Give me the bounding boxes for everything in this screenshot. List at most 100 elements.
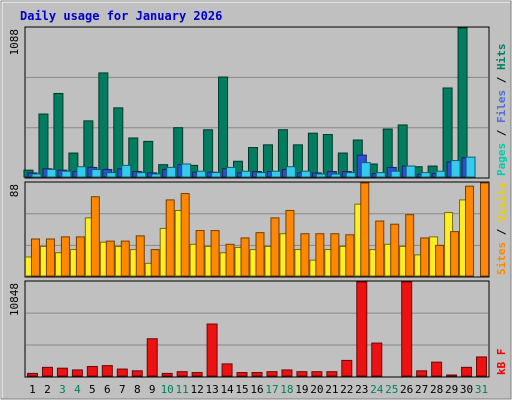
bar-visits-sites-day-21 — [330, 233, 340, 277]
bar-kb-kb-f-day-18 — [281, 369, 293, 377]
x-tick-label-day-29: 29 — [445, 383, 458, 396]
bar-kb-kb-f-day-21 — [326, 371, 338, 377]
bar-hits-hits-day-9 — [143, 140, 154, 178]
x-tick-label-day-25: 25 — [385, 383, 398, 396]
bar-kb-kb-f-day-15 — [236, 372, 248, 377]
x-axis-labels: 1 2 3 4 5 6 7 8 9 10 11 12 13 14 15 16 17 18 19 20 21 22 23 24 2… — [29, 383, 488, 396]
bar-hits-pages-day-11 — [181, 163, 192, 178]
bar-kb-kb-f-day-17 — [266, 371, 278, 377]
bar-visits-sites-day-27 — [420, 237, 430, 277]
bar-kb-kb-f-day-26 — [401, 281, 413, 377]
bar-visits-sites-day-20 — [315, 233, 325, 277]
x-tick-label-day-23: 23 — [355, 383, 368, 396]
x-tick-label-day-28: 28 — [430, 383, 443, 396]
x-tick-label-day-8: 8 — [134, 383, 141, 396]
bar-hits-pages-day-22 — [345, 172, 356, 178]
panel-kb: 10848 kB F — [8, 280, 508, 378]
x-tick-label-day-14: 14 — [220, 383, 234, 396]
panel-visits: 88 Sites / Visits — [8, 181, 508, 278]
x-tick-label-day-4: 4 — [74, 383, 81, 396]
bar-kb-kb-f-day-2 — [41, 366, 53, 377]
bar-hits-pages-day-12 — [196, 170, 207, 178]
panel-hits-ymax-label: 1088 — [8, 29, 21, 56]
bar-hits-pages-day-6 — [106, 172, 117, 178]
bar-kb-kb-f-day-31 — [476, 356, 488, 377]
bar-hits-pages-day-9 — [151, 173, 162, 178]
bar-visits-sites-day-1 — [30, 238, 40, 277]
bar-hits-pages-day-20 — [315, 173, 326, 178]
x-tick-label-day-5: 5 — [89, 383, 96, 396]
bar-hits-pages-day-18 — [285, 166, 296, 178]
bar-kb-kb-f-day-19 — [296, 371, 308, 377]
bar-kb-kb-f-day-29 — [446, 374, 458, 377]
bar-visits-sites-day-11 — [180, 193, 190, 277]
bar-kb-kb-f-day-13 — [206, 323, 218, 377]
bar-kb-kb-f-day-30 — [461, 366, 473, 377]
x-tick-label-day-16: 16 — [250, 383, 263, 396]
legend-separator: / — [495, 123, 508, 143]
panel-kb-ymax-label: 10848 — [8, 283, 21, 316]
legend-visits: Visits — [495, 182, 508, 222]
bar-hits-pages-day-16 — [256, 172, 266, 178]
legend-separator: / — [495, 222, 508, 242]
x-tick-label-day-22: 22 — [340, 383, 353, 396]
bar-visits-sites-day-26 — [405, 214, 415, 277]
bar-visits-sites-day-9 — [150, 249, 160, 277]
bar-hits-pages-day-15 — [241, 170, 252, 178]
bar-hits-hits-day-6 — [98, 72, 109, 178]
bar-visits-sites-day-10 — [165, 199, 175, 277]
bar-kb-kb-f-day-27 — [416, 370, 428, 377]
x-tick-label-day-7: 7 — [119, 383, 126, 396]
legend-separator: / — [495, 70, 508, 90]
bar-visits-sites-day-31 — [480, 182, 490, 277]
bar-hits-hits-day-2 — [38, 113, 49, 178]
bar-visits-sites-day-29 — [450, 231, 460, 277]
x-tick-label-day-20: 20 — [310, 383, 323, 396]
bar-hits-pages-day-24 — [375, 172, 386, 178]
legend-pages: Pages — [495, 143, 508, 176]
bar-kb-kb-f-day-20 — [311, 371, 323, 377]
bar-hits-pages-day-23 — [360, 162, 371, 178]
bar-kb-kb-f-day-7 — [116, 368, 128, 377]
bar-kb-kb-f-day-16 — [251, 372, 263, 377]
bar-hits-pages-day-8 — [136, 172, 147, 178]
bar-kb-kb-f-day-6 — [101, 365, 113, 377]
chart-panels: 1088 Pages / Files / Hits 88 Sites / Visits… — [8, 26, 508, 378]
bar-hits-hits-day-30 — [457, 27, 468, 178]
bar-hits-pages-day-5 — [91, 168, 102, 178]
x-tick-label-day-21: 21 — [325, 383, 338, 396]
bar-kb-kb-f-day-11 — [176, 371, 188, 377]
bar-kb-kb-f-day-22 — [341, 359, 353, 377]
bar-hits-pages-day-4 — [76, 166, 87, 178]
bar-hits-hits-day-20 — [307, 132, 318, 178]
bar-visits-sites-day-19 — [300, 233, 310, 277]
x-tick-label-day-11: 11 — [176, 383, 189, 396]
bar-visits-sites-day-7 — [120, 240, 130, 277]
bar-hits-pages-day-13 — [211, 172, 222, 178]
bar-hits-hits-day-13 — [203, 129, 214, 178]
x-tick-label-day-10: 10 — [161, 383, 174, 396]
bar-kb-kb-f-day-24 — [371, 342, 383, 377]
bar-kb-kb-f-day-4 — [71, 369, 83, 377]
bar-hits-pages-day-3 — [61, 170, 72, 178]
bar-hits-pages-day-1 — [31, 173, 42, 178]
bar-visits-sites-day-12 — [195, 230, 205, 277]
bar-hits-pages-day-27 — [420, 172, 431, 178]
bar-hits-hits-day-21 — [322, 134, 333, 178]
x-tick-label-day-17: 17 — [265, 383, 278, 396]
bar-hits-pages-day-28 — [435, 170, 446, 178]
panel-visits-legend: Sites / Visits — [495, 182, 508, 275]
bar-kb-kb-f-day-12 — [191, 372, 203, 377]
legend-sites: Sites — [495, 242, 508, 275]
bar-hits-hits-day-3 — [53, 92, 64, 178]
x-tick-label-day-27: 27 — [415, 383, 428, 396]
legend-files: Files — [495, 90, 508, 123]
bar-kb-kb-f-day-5 — [86, 365, 98, 377]
bar-visits-sites-day-23 — [360, 182, 370, 277]
bar-hits-pages-day-30 — [465, 156, 476, 178]
bar-visits-sites-day-18 — [285, 209, 295, 277]
bar-visits-sites-day-24 — [375, 220, 385, 277]
x-tick-label-day-2: 2 — [44, 383, 51, 396]
bar-visits-sites-day-16 — [255, 232, 265, 277]
